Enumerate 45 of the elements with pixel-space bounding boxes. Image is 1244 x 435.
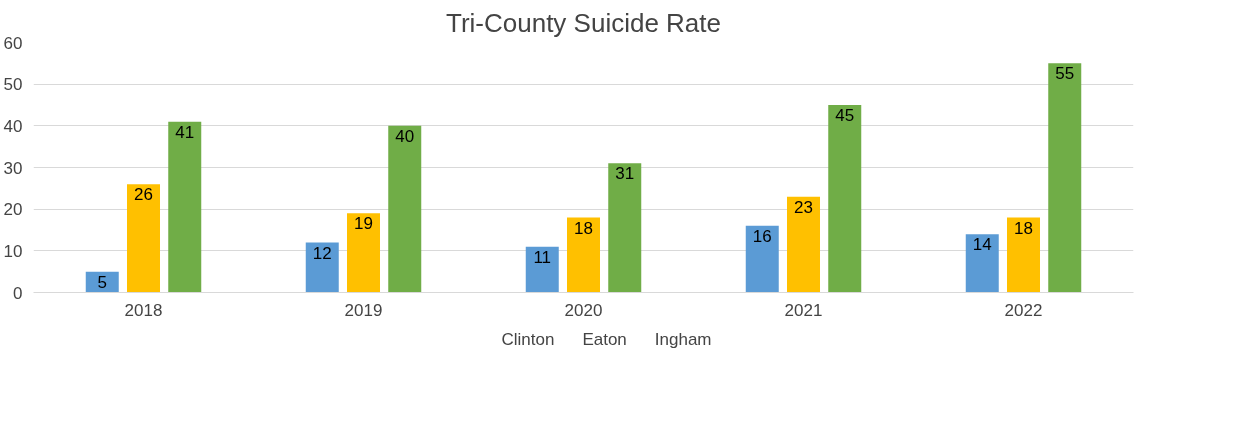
data-label: 55	[1055, 64, 1075, 84]
data-label: 31	[615, 164, 635, 184]
y-tick-label: 40	[3, 116, 23, 136]
bar	[127, 184, 160, 293]
y-tick-label: 10	[3, 241, 23, 261]
x-tick-label: 2022	[1004, 300, 1043, 320]
y-tick-label: 0	[13, 283, 23, 303]
data-label: 18	[1014, 218, 1033, 238]
data-label: 5	[97, 272, 107, 292]
data-label: 16	[752, 226, 772, 246]
data-label: 26	[134, 185, 153, 205]
bar	[525, 246, 559, 293]
bar	[608, 163, 642, 293]
data-label: 14	[972, 235, 992, 255]
data-label: 40	[395, 126, 415, 146]
data-label: 12	[312, 243, 332, 263]
data-label: 18	[574, 218, 593, 238]
y-tick-label: 50	[3, 75, 23, 95]
bar	[965, 234, 999, 293]
bar	[1007, 217, 1040, 293]
text: Ingham	[654, 330, 712, 350]
y-tick-label: 20	[3, 200, 23, 220]
data-label: 41	[175, 122, 195, 142]
data-label: 23	[794, 197, 813, 217]
x-tick-label: 2020	[564, 300, 603, 320]
x-tick-label: 2019	[344, 300, 383, 320]
y-tick-label: 60	[3, 33, 23, 53]
bar	[567, 217, 600, 293]
bar	[168, 121, 202, 293]
bar	[787, 196, 820, 293]
data-label: 45	[835, 106, 855, 125]
data-label: 19	[354, 214, 373, 234]
bar	[1048, 63, 1082, 293]
y-tick-label: 30	[3, 158, 23, 178]
bar	[305, 242, 339, 293]
bar	[388, 125, 422, 293]
chart-title: Tri-County Suicide Rate	[445, 7, 722, 38]
bar	[347, 213, 380, 293]
data-label: 11	[533, 247, 552, 267]
text: Clinton	[501, 330, 555, 350]
bar	[828, 105, 862, 293]
text: Eaton	[582, 330, 627, 350]
bar	[745, 225, 779, 293]
x-tick-label: 2021	[784, 300, 823, 320]
x-tick-label: 2018	[124, 300, 163, 320]
